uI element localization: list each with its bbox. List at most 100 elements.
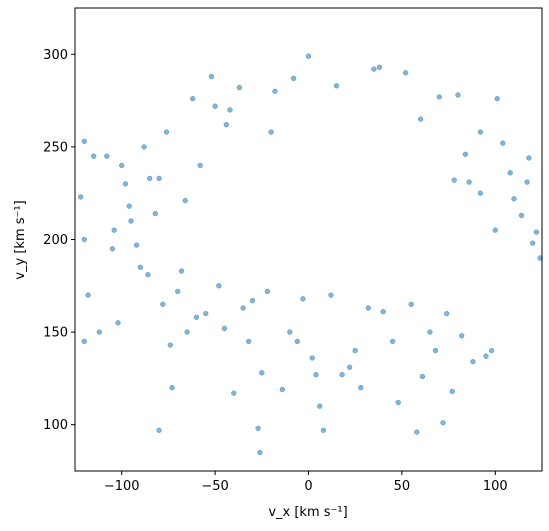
data-point bbox=[236, 84, 243, 91]
data-point bbox=[408, 301, 414, 307]
x-tick-label: −50 bbox=[201, 479, 228, 494]
data-point bbox=[530, 240, 536, 246]
data-point bbox=[175, 288, 181, 295]
data-point bbox=[300, 296, 306, 302]
data-point bbox=[444, 310, 450, 317]
data-point bbox=[240, 305, 246, 311]
data-point bbox=[85, 292, 91, 298]
x-axis-label: v_x [km s⁻¹] bbox=[268, 505, 347, 520]
data-point bbox=[294, 338, 300, 345]
data-point bbox=[455, 92, 461, 98]
data-point bbox=[488, 347, 495, 354]
data-point bbox=[104, 153, 110, 159]
data-point bbox=[466, 179, 472, 185]
data-point bbox=[212, 103, 218, 109]
data-point bbox=[395, 399, 401, 406]
data-point bbox=[305, 53, 312, 59]
data-point bbox=[279, 386, 285, 393]
data-point bbox=[156, 175, 162, 182]
data-point bbox=[287, 329, 293, 335]
data-point bbox=[462, 151, 469, 157]
data-point bbox=[223, 122, 229, 128]
data-point bbox=[524, 179, 530, 185]
data-point bbox=[507, 170, 513, 176]
x-tick-label: 100 bbox=[483, 479, 508, 494]
data-point bbox=[371, 66, 377, 72]
data-point bbox=[494, 96, 500, 102]
data-point bbox=[477, 190, 484, 196]
x-tick-label: 50 bbox=[394, 479, 411, 494]
data-point bbox=[109, 246, 116, 252]
x-tick-label: −100 bbox=[104, 479, 140, 494]
y-tick-label: 150 bbox=[43, 326, 68, 341]
data-point bbox=[126, 203, 132, 209]
data-point bbox=[216, 283, 222, 289]
data-point bbox=[203, 310, 209, 317]
data-point bbox=[320, 427, 327, 433]
data-point bbox=[402, 70, 409, 76]
data-point bbox=[133, 242, 140, 248]
data-point bbox=[376, 64, 383, 70]
data-point bbox=[313, 372, 319, 378]
data-point bbox=[477, 129, 484, 135]
data-point bbox=[197, 162, 203, 169]
data-point bbox=[249, 297, 256, 304]
data-point bbox=[492, 227, 498, 233]
data-point bbox=[227, 107, 233, 113]
data-point bbox=[122, 181, 129, 187]
y-tick-label: 250 bbox=[43, 140, 68, 155]
data-point bbox=[449, 388, 455, 395]
data-point bbox=[77, 194, 84, 200]
data-point bbox=[339, 372, 345, 378]
data-point bbox=[81, 138, 87, 144]
data-point bbox=[333, 83, 340, 89]
data-point bbox=[436, 94, 442, 100]
data-point bbox=[178, 268, 185, 274]
data-point bbox=[257, 449, 263, 456]
data-point bbox=[272, 88, 278, 94]
data-point bbox=[380, 309, 386, 315]
data-point bbox=[160, 301, 166, 307]
y-tick-label: 300 bbox=[43, 48, 68, 63]
data-point bbox=[451, 177, 457, 183]
points-layer bbox=[77, 53, 543, 456]
data-point bbox=[358, 385, 364, 391]
data-point bbox=[221, 325, 228, 332]
data-point bbox=[500, 140, 506, 146]
data-point bbox=[81, 338, 87, 345]
data-point bbox=[137, 264, 144, 270]
data-point bbox=[128, 218, 134, 224]
data-point bbox=[193, 314, 200, 320]
data-point bbox=[96, 329, 102, 335]
data-point bbox=[167, 342, 173, 348]
data-point bbox=[169, 385, 175, 391]
data-point bbox=[459, 333, 465, 339]
data-point bbox=[184, 329, 190, 335]
data-point bbox=[246, 338, 252, 345]
data-point bbox=[119, 162, 125, 169]
data-point bbox=[152, 210, 158, 217]
data-point bbox=[533, 229, 540, 235]
data-point bbox=[290, 75, 297, 82]
data-point bbox=[147, 175, 153, 182]
data-point bbox=[91, 153, 97, 159]
data-point bbox=[264, 288, 271, 295]
data-point bbox=[346, 364, 353, 370]
data-point bbox=[317, 403, 323, 409]
data-point bbox=[231, 390, 237, 396]
data-point bbox=[259, 370, 265, 376]
data-point bbox=[427, 329, 433, 335]
data-point bbox=[483, 353, 489, 359]
data-point bbox=[365, 305, 371, 311]
data-point bbox=[182, 197, 188, 204]
data-point bbox=[518, 212, 525, 219]
data-point bbox=[389, 338, 396, 345]
data-point bbox=[526, 155, 532, 161]
x-tick-label: 0 bbox=[304, 479, 312, 494]
data-point bbox=[163, 129, 170, 135]
y-tick-label: 200 bbox=[43, 233, 68, 248]
data-point bbox=[111, 227, 117, 233]
data-point bbox=[417, 116, 424, 122]
data-point bbox=[432, 347, 439, 354]
